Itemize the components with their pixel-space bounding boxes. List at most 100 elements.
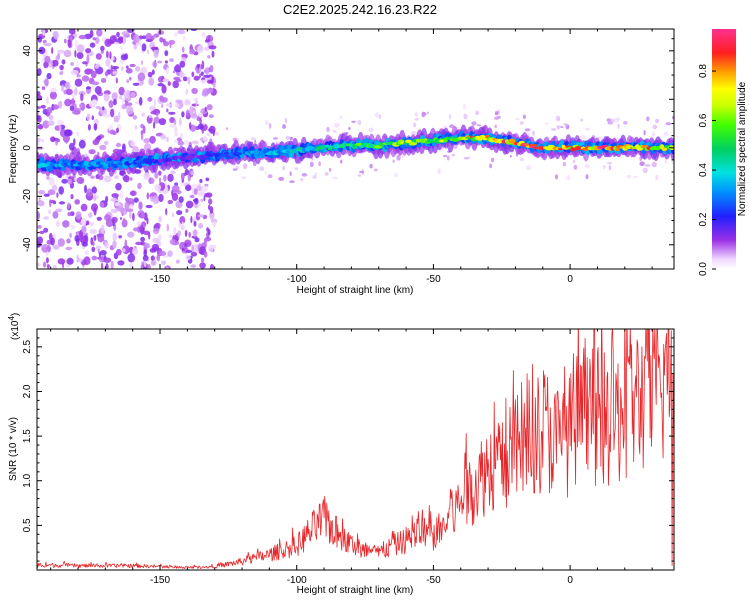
noise-speck: [89, 229, 97, 234]
noise-speck: [56, 119, 65, 125]
noise-speck: [158, 170, 162, 176]
noise-speck: [37, 262, 40, 268]
noise-speck: [143, 138, 151, 144]
noise-speck: [37, 68, 42, 76]
noise-speck: [208, 125, 216, 134]
noise-speck: [37, 94, 43, 101]
noise-speck: [166, 136, 169, 143]
noise-speck: [190, 264, 197, 268]
snr-y-scale-base: (x10: [10, 320, 21, 340]
noise-speck: [203, 251, 208, 258]
noise-speck: [46, 72, 52, 80]
noise-speck: [312, 175, 317, 179]
noise-speck: [154, 222, 161, 229]
noise-speck: [243, 163, 248, 170]
noise-speck: [639, 161, 645, 166]
snr-y-axis-label: SNR (10 * v/v): [8, 417, 19, 481]
snr-y-scale-exponent: 4: [7, 316, 16, 321]
noise-speck: [64, 98, 72, 107]
noise-speck: [309, 161, 314, 167]
snr-x-tick-label: -150: [150, 575, 170, 586]
noise-speck: [46, 96, 49, 104]
spectrogram-y-tick-label: -40: [22, 237, 33, 252]
noise-speck: [205, 88, 214, 94]
noise-speck: [143, 242, 150, 249]
noise-speck: [121, 97, 125, 105]
noise-speck: [80, 93, 84, 102]
noise-speck: [318, 161, 321, 167]
noise-speck: [157, 30, 165, 35]
noise-speck: [161, 84, 167, 94]
noise-speck: [67, 39, 72, 48]
noise-speck: [152, 227, 160, 235]
noise-speck: [206, 79, 214, 84]
noise-speck: [143, 230, 150, 236]
noise-speck: [171, 212, 175, 218]
noise-speck: [91, 186, 98, 194]
noise-speck: [177, 140, 184, 146]
noise-speck: [76, 132, 80, 136]
noise-speck: [56, 220, 60, 228]
noise-speck: [182, 76, 188, 82]
noise-speck: [573, 164, 578, 170]
noise-speck: [59, 64, 64, 71]
noise-speck: [47, 189, 56, 196]
signal-core: [530, 144, 538, 147]
noise-speck: [79, 103, 83, 109]
noise-speck: [149, 114, 153, 119]
noise-speck: [132, 145, 139, 154]
noise-speck: [142, 254, 149, 262]
noise-speck: [169, 239, 176, 245]
noise-speck: [49, 199, 56, 204]
noise-speck: [201, 32, 206, 38]
noise-speck: [163, 41, 170, 47]
noise-speck: [607, 121, 614, 125]
noise-speck: [191, 103, 199, 107]
noise-speck: [490, 157, 495, 163]
noise-speck: [173, 226, 177, 235]
noise-speck: [161, 104, 164, 108]
noise-speck: [56, 192, 59, 198]
noise-speck: [665, 122, 672, 126]
snr-x-axis-label: Height of straight line (km): [297, 585, 414, 596]
noise-speck: [551, 128, 557, 131]
noise-speck: [122, 217, 126, 225]
noise-speck: [165, 208, 168, 216]
noise-speck: [252, 161, 257, 166]
noise-speck: [138, 96, 143, 106]
noise-speck: [91, 255, 98, 261]
noise-speck: [148, 177, 155, 185]
noise-speck: [132, 247, 139, 255]
noise-speck: [562, 161, 567, 167]
noise-speck: [92, 241, 95, 247]
noise-speck: [119, 190, 124, 200]
noise-speck: [191, 140, 199, 145]
snr-y-tick-label: 0.5: [22, 518, 33, 532]
noise-speck: [209, 65, 214, 73]
noise-speck: [70, 62, 74, 66]
noise-speck: [132, 115, 137, 120]
noise-speck: [53, 31, 59, 40]
noise-speck: [606, 118, 612, 122]
noise-speck: [178, 196, 184, 203]
noise-speck: [37, 236, 43, 245]
snr-y-tick-label: 2.5: [22, 339, 33, 353]
noise-speck: [104, 242, 109, 249]
noise-speck: [626, 174, 632, 179]
snr-frame: [36, 328, 675, 571]
noise-speck: [494, 124, 498, 129]
noise-speck: [46, 264, 50, 269]
noise-speck: [181, 247, 185, 252]
noise-speck: [154, 184, 162, 191]
noise-speck: [50, 87, 57, 93]
noise-speck: [91, 81, 100, 86]
noise-speck: [44, 55, 51, 64]
noise-speck: [140, 80, 144, 85]
noise-speck: [198, 123, 204, 130]
noise-speck: [64, 38, 67, 44]
noise-speck: [584, 164, 590, 169]
noise-speck: [96, 216, 103, 221]
noise-speck: [115, 182, 122, 191]
noise-speck: [159, 37, 164, 43]
noise-speck: [167, 250, 173, 257]
